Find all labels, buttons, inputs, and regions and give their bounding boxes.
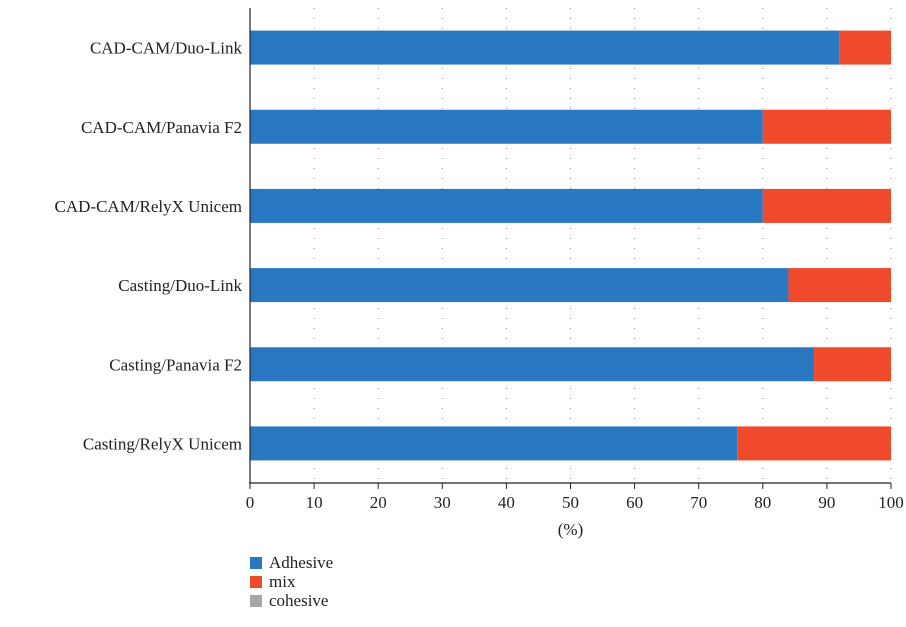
x-axis-title: (%) (558, 520, 583, 539)
category-label-4: Casting/Panavia F2 (109, 355, 242, 374)
category-label-3: Casting/Duo-Link (118, 276, 242, 295)
bar-mix-2 (762, 188, 891, 223)
bar-mix-3 (788, 268, 891, 303)
x-tick-label-10: 10 (306, 493, 323, 512)
legend-label-mix: mix (269, 572, 296, 591)
legend-swatch-mix (250, 576, 262, 588)
bar-mix-5 (737, 426, 891, 461)
x-tick-label-30: 30 (434, 493, 451, 512)
x-tick-label-40: 40 (498, 493, 515, 512)
bar-adhesive-3 (250, 268, 789, 303)
bar-adhesive-5 (250, 426, 738, 461)
bar-mix-0 (839, 30, 891, 65)
category-label-2: CAD-CAM/RelyX Unicem (55, 197, 242, 216)
bar-adhesive-0 (250, 30, 840, 65)
bar-mix-1 (762, 109, 891, 144)
bar-adhesive-2 (250, 188, 763, 223)
x-tick-label-0: 0 (246, 493, 255, 512)
x-tick-label-20: 20 (370, 493, 387, 512)
category-label-5: Casting/RelyX Unicem (83, 434, 242, 453)
legend-label-adhesive: Adhesive (269, 553, 333, 572)
legend-swatch-adhesive (250, 557, 262, 569)
bar-adhesive-1 (250, 109, 763, 144)
category-label-1: CAD-CAM/Panavia F2 (81, 118, 242, 137)
x-tick-label-70: 70 (690, 493, 707, 512)
x-tick-label-60: 60 (626, 493, 643, 512)
x-tick-label-90: 90 (818, 493, 835, 512)
x-tick-label-80: 80 (754, 493, 771, 512)
category-label-0: CAD-CAM/Duo-Link (90, 39, 243, 58)
x-tick-labels: 0 10 20 30 40 50 60 70 80 90 100 (246, 493, 904, 512)
category-labels: CAD-CAM/Duo-Link CAD-CAM/Panavia F2 CAD-CA… (55, 39, 243, 454)
x-tick-label-50: 50 (562, 493, 579, 512)
bars (250, 30, 891, 461)
axes (249, 8, 892, 489)
grid-lines (313, 8, 892, 483)
bar-adhesive-4 (250, 347, 815, 382)
bar-mix-4 (814, 347, 891, 382)
legend-swatch-cohesive (250, 595, 262, 607)
legend-label-cohesive: cohesive (269, 591, 328, 610)
x-tick-label-100: 100 (878, 493, 904, 512)
